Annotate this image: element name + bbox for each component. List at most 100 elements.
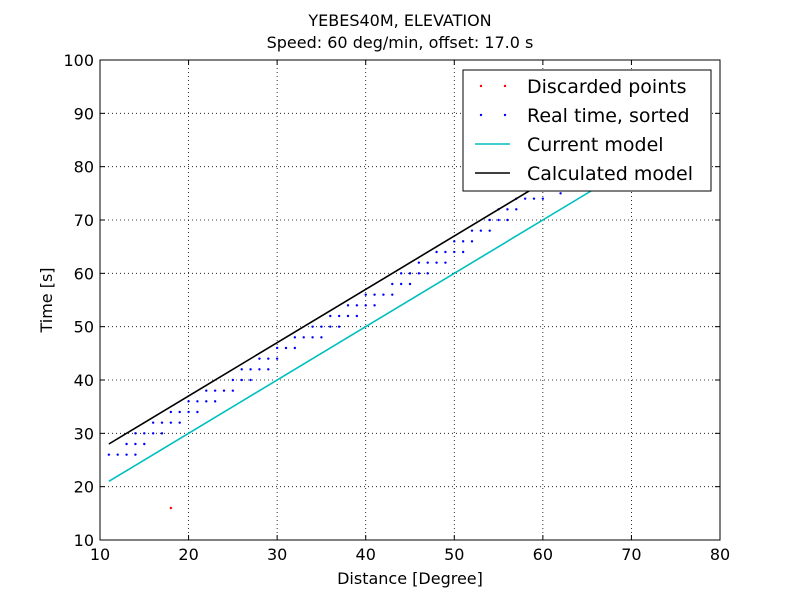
legend-item-real-time: Real time, sorted: [479, 105, 690, 127]
data-point-real-time-sorted: [302, 336, 305, 339]
data-point-real-time-sorted: [178, 410, 181, 414]
data-point-real-time-sorted: [435, 261, 438, 264]
data-point-real-time-sorted: [435, 250, 438, 254]
data-point-real-time-sorted: [311, 325, 314, 328]
x-tick-label: 80: [710, 545, 730, 564]
data-point-real-time-sorted: [169, 421, 173, 424]
x-tick-label: 70: [621, 545, 641, 564]
y-tick-label: 90: [74, 104, 94, 123]
data-point-real-time-sorted: [408, 272, 412, 275]
data-point-real-time-sorted: [453, 240, 456, 243]
data-point-real-time-sorted: [320, 325, 323, 328]
data-point-real-time-sorted: [151, 421, 155, 424]
y-tick-label: 60: [74, 264, 94, 283]
data-point-real-time-sorted: [417, 272, 421, 275]
data-point-real-time-sorted: [461, 240, 465, 243]
data-point-real-time-sorted: [213, 389, 217, 392]
data-point-real-time-sorted: [355, 304, 359, 307]
data-point-real-time-sorted: [107, 453, 111, 456]
plot-area-frame: [99, 59, 721, 541]
data-point-real-time-sorted: [426, 272, 429, 275]
legend-marker-discarded-2: [503, 84, 507, 88]
data-point-real-time-sorted: [337, 325, 341, 328]
x-tick-label: 50: [444, 545, 464, 564]
data-point-real-time-sorted: [249, 368, 252, 371]
y-tick-label: 100: [63, 51, 94, 70]
data-point-real-time-sorted: [444, 250, 447, 254]
series-line-current-model: [108, 187, 597, 483]
data-point-real-time-sorted: [488, 218, 491, 222]
data-point-real-time-sorted: [231, 378, 235, 382]
data-point-real-time-sorted: [382, 293, 385, 296]
data-point-real-time-sorted: [125, 442, 128, 446]
data-point-real-time-sorted: [444, 261, 447, 264]
data-point-real-time-sorted: [391, 293, 394, 296]
data-point-real-time-sorted: [222, 389, 226, 392]
data-point-real-time-sorted: [559, 192, 562, 195]
data-point-real-time-sorted: [470, 229, 474, 232]
data-point-real-time-sorted: [134, 432, 137, 435]
plot-series: [107, 181, 597, 510]
data-point-real-time-sorted: [160, 432, 164, 435]
data-point-real-time-sorted: [267, 357, 270, 360]
data-point-real-time-sorted: [187, 410, 190, 414]
data-point-real-time-sorted: [320, 336, 323, 339]
data-point-real-time-sorted: [240, 368, 243, 371]
x-tick-label: 40: [356, 545, 376, 564]
legend-label-calculated-model: Calculated model: [527, 163, 693, 185]
y-tick-label: 20: [74, 478, 94, 497]
data-point-real-time-sorted: [134, 442, 137, 446]
data-point-real-time-sorted: [249, 378, 252, 382]
chart-subtitle: Speed: 60 deg/min, offset: 17.0 s: [267, 33, 534, 52]
data-point-real-time-sorted: [364, 293, 367, 296]
data-point-real-time-sorted: [258, 357, 261, 360]
data-point-real-time-sorted: [187, 400, 190, 403]
data-point-real-time-sorted: [311, 336, 314, 339]
data-point-real-time-sorted: [399, 282, 403, 286]
data-point-real-time-sorted: [488, 229, 491, 232]
data-point-real-time-sorted: [391, 282, 394, 286]
data-point-discarded-points: [169, 506, 173, 510]
y-tick-label: 50: [74, 318, 94, 337]
x-tick-label: 20: [178, 545, 198, 564]
x-tick-label: 10: [90, 545, 110, 564]
x-tick-label: 60: [533, 545, 553, 564]
data-point-real-time-sorted: [532, 197, 536, 200]
data-point-real-time-sorted: [205, 389, 208, 392]
x-axis-label: Distance [Degree]: [337, 569, 483, 588]
legend-item-discarded: Discarded points: [479, 76, 687, 98]
data-point-real-time-sorted: [240, 378, 243, 382]
data-point-real-time-sorted: [373, 293, 376, 296]
data-point-real-time-sorted: [408, 282, 412, 286]
y-tick-label: 10: [74, 531, 94, 550]
data-point-real-time-sorted: [355, 314, 359, 318]
legend-item-calculated-model: Calculated model: [475, 163, 693, 185]
data-point-real-time-sorted: [506, 218, 509, 222]
data-point-real-time-sorted: [497, 218, 500, 222]
x-tick-label: 30: [267, 545, 287, 564]
data-point-real-time-sorted: [426, 261, 429, 264]
data-point-real-time-sorted: [479, 229, 483, 232]
data-point-real-time-sorted: [267, 368, 270, 371]
data-point-real-time-sorted: [346, 304, 350, 307]
series-line-calculated-model: [108, 181, 544, 445]
legend: Discarded points Real time, sorted Curre…: [462, 69, 712, 192]
data-point-real-time-sorted: [151, 432, 155, 435]
y-tick-label: 70: [74, 211, 94, 230]
data-point-real-time-sorted: [213, 400, 217, 403]
data-point-real-time-sorted: [258, 368, 261, 371]
data-point-real-time-sorted: [196, 400, 199, 403]
data-point-real-time-sorted: [329, 314, 332, 318]
data-point-real-time-sorted: [178, 421, 181, 424]
data-point-real-time-sorted: [293, 346, 297, 350]
data-point-real-time-sorted: [205, 400, 208, 403]
data-point-real-time-sorted: [515, 208, 518, 211]
data-point-real-time-sorted: [506, 208, 509, 211]
legend-marker-real-time-1: [479, 113, 483, 117]
data-point-real-time-sorted: [346, 314, 350, 318]
data-point-real-time-sorted: [125, 453, 128, 456]
data-point-real-time-sorted: [275, 346, 279, 350]
data-point-real-time-sorted: [470, 240, 474, 243]
legend-marker-discarded-1: [479, 84, 483, 88]
